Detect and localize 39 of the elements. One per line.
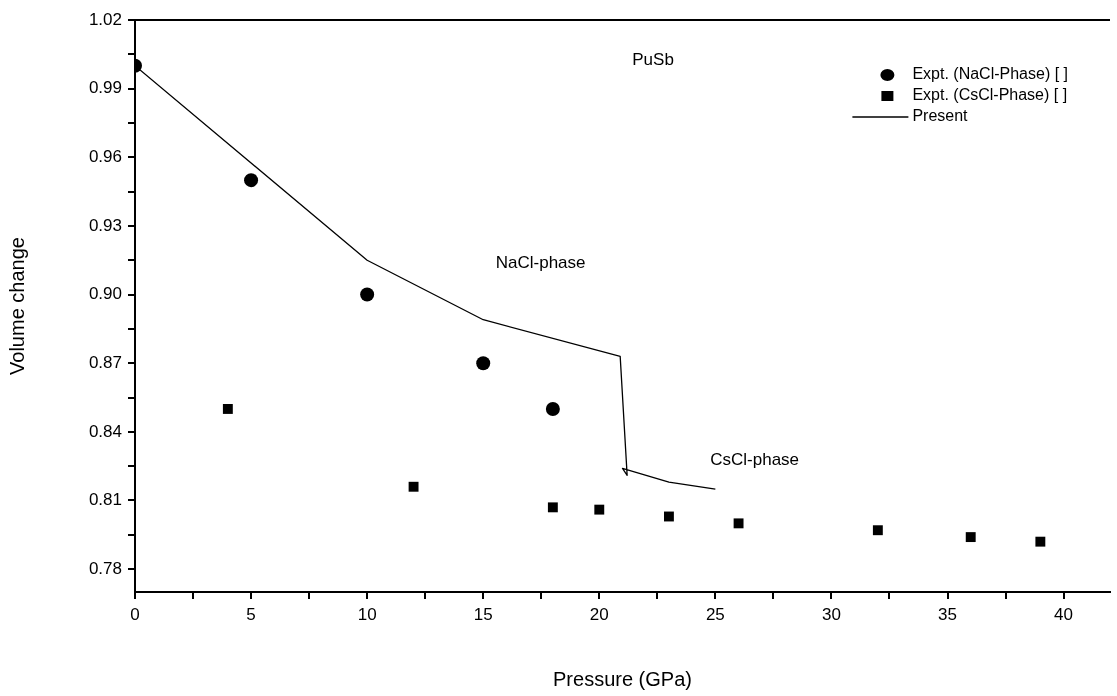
- point: [476, 356, 491, 371]
- x-tick-label: 20: [589, 604, 609, 624]
- y-tick-label: 0.93: [88, 215, 122, 235]
- point: [965, 532, 976, 543]
- annotation: PuSb: [632, 49, 674, 69]
- y-tick-label: 0.96: [88, 146, 122, 166]
- annotation: NaCl-phase: [495, 252, 586, 272]
- y-tick-label: 0.78: [88, 558, 122, 578]
- legend-label: Present: [912, 107, 969, 125]
- x-tick-label: 30: [821, 604, 841, 624]
- point: [1035, 536, 1046, 547]
- y-tick-label: 1.02: [88, 9, 122, 29]
- x-tick-label: 0: [130, 604, 140, 624]
- point: [663, 511, 674, 522]
- point: [222, 404, 233, 414]
- y-tick-label: 0.81: [88, 490, 122, 510]
- y-tick-label: 0.87: [88, 352, 122, 372]
- x-tick-label: 35: [938, 604, 957, 624]
- x-tick-label: 10: [357, 604, 377, 624]
- legend-label: Expt. (NaCl-Phase) [ ]: [912, 65, 1069, 83]
- y-tick-label: 0.84: [88, 421, 122, 441]
- point: [408, 481, 419, 492]
- x-tick-label: 15: [473, 604, 493, 624]
- point: [545, 401, 560, 416]
- point: [872, 525, 883, 536]
- y-tick-label: 0.99: [88, 78, 122, 98]
- x-tick-label: 40: [1054, 604, 1074, 624]
- x-tick-label: 25: [705, 604, 725, 624]
- x-axis-title: Pressure (GPa): [553, 667, 692, 690]
- annotation: CsCl-phase: [710, 450, 800, 470]
- point: [360, 287, 375, 302]
- point: [547, 502, 558, 513]
- point: [594, 504, 605, 515]
- legend-label: Expt. (CsCl-Phase) [ ]: [912, 86, 1068, 104]
- y-axis-title: Volume change: [5, 237, 28, 375]
- x-tick-label: 5: [246, 604, 256, 624]
- point: [244, 173, 259, 188]
- y-tick-label: 0.90: [88, 284, 122, 304]
- point: [733, 518, 744, 529]
